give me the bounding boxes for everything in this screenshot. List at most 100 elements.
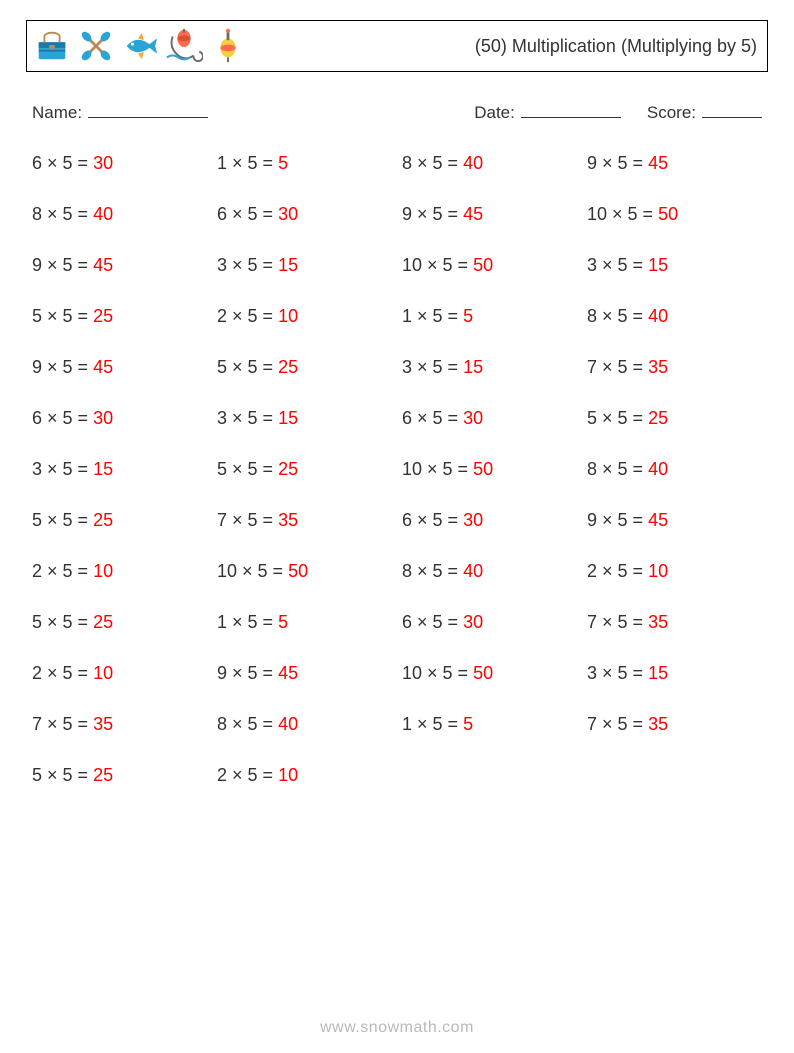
- problem-expression: 3 × 5 =: [587, 663, 648, 683]
- problem-cell: 10 × 5 = 50: [402, 255, 577, 276]
- problem-expression: 6 × 5 =: [32, 153, 93, 173]
- problem-cell: 2 × 5 = 10: [32, 561, 207, 582]
- problem-cell: 9 × 5 = 45: [587, 510, 762, 531]
- problem-expression: 6 × 5 =: [402, 510, 463, 530]
- problem-expression: 8 × 5 =: [402, 153, 463, 173]
- problem-cell: 7 × 5 = 35: [217, 510, 392, 531]
- score-label: Score:: [647, 103, 696, 123]
- problem-expression: 1 × 5 =: [217, 612, 278, 632]
- problem-answer: 35: [648, 714, 668, 734]
- problem-cell: 8 × 5 = 40: [217, 714, 392, 735]
- problem-answer: 40: [648, 459, 668, 479]
- problem-answer: 15: [278, 255, 298, 275]
- problem-cell: 6 × 5 = 30: [402, 510, 577, 531]
- date-label: Date:: [474, 103, 515, 123]
- problem-answer: 40: [463, 153, 483, 173]
- problem-answer: 15: [648, 255, 668, 275]
- tackle-box-icon: [33, 27, 71, 65]
- score-blank: [702, 100, 762, 118]
- problem-cell: 5 × 5 = 25: [587, 408, 762, 429]
- problem-expression: 10 × 5 =: [587, 204, 658, 224]
- problem-expression: 7 × 5 =: [32, 714, 93, 734]
- problem-cell: 5 × 5 = 25: [32, 765, 207, 786]
- problem-cell: 3 × 5 = 15: [402, 357, 577, 378]
- fishing-hook-icon: [165, 27, 203, 65]
- problem-cell: 5 × 5 = 25: [217, 459, 392, 480]
- problem-expression: 7 × 5 =: [587, 714, 648, 734]
- problem-expression: 3 × 5 =: [32, 459, 93, 479]
- problem-cell: [587, 765, 762, 786]
- problem-expression: 3 × 5 =: [217, 408, 278, 428]
- problem-expression: 2 × 5 =: [217, 765, 278, 785]
- problem-cell: 1 × 5 = 5: [217, 612, 392, 633]
- problem-cell: 8 × 5 = 40: [587, 306, 762, 327]
- problem-expression: 8 × 5 =: [587, 459, 648, 479]
- problem-cell: 10 × 5 = 50: [217, 561, 392, 582]
- footer-url: www.snowmath.com: [0, 1019, 794, 1037]
- problem-answer: 30: [463, 408, 483, 428]
- problem-cell: 6 × 5 = 30: [402, 408, 577, 429]
- problem-expression: 9 × 5 =: [32, 357, 93, 377]
- problem-cell: 9 × 5 = 45: [32, 357, 207, 378]
- fish-icon: [121, 27, 159, 65]
- problem-expression: 5 × 5 =: [32, 612, 93, 632]
- problem-cell: 8 × 5 = 40: [402, 153, 577, 174]
- problem-answer: 10: [93, 561, 113, 581]
- problem-cell: 7 × 5 = 35: [32, 714, 207, 735]
- problem-answer: 5: [278, 612, 288, 632]
- problem-expression: 7 × 5 =: [587, 357, 648, 377]
- problem-expression: 7 × 5 =: [587, 612, 648, 632]
- problem-answer: 25: [93, 612, 113, 632]
- problem-expression: 9 × 5 =: [402, 204, 463, 224]
- problem-cell: 6 × 5 = 30: [402, 612, 577, 633]
- problem-cell: 1 × 5 = 5: [402, 306, 577, 327]
- problem-answer: 15: [463, 357, 483, 377]
- problem-expression: 10 × 5 =: [402, 663, 473, 683]
- problem-answer: 35: [93, 714, 113, 734]
- problem-cell: 9 × 5 = 45: [402, 204, 577, 225]
- problem-answer: 50: [658, 204, 678, 224]
- problem-expression: 10 × 5 =: [402, 255, 473, 275]
- problem-answer: 5: [463, 306, 473, 326]
- problem-expression: 3 × 5 =: [217, 255, 278, 275]
- worksheet-title: (50) Multiplication (Multiplying by 5): [247, 36, 757, 57]
- problem-expression: 1 × 5 =: [217, 153, 278, 173]
- problem-cell: 1 × 5 = 5: [402, 714, 577, 735]
- problem-answer: 45: [93, 357, 113, 377]
- problem-cell: 2 × 5 = 10: [587, 561, 762, 582]
- problem-answer: 45: [648, 153, 668, 173]
- problem-cell: 7 × 5 = 35: [587, 714, 762, 735]
- problem-answer: 30: [93, 153, 113, 173]
- problem-expression: 5 × 5 =: [32, 510, 93, 530]
- problem-answer: 45: [93, 255, 113, 275]
- problem-cell: 3 × 5 = 15: [587, 255, 762, 276]
- problem-cell: 7 × 5 = 35: [587, 612, 762, 633]
- problem-answer: 5: [463, 714, 473, 734]
- problem-expression: 5 × 5 =: [217, 459, 278, 479]
- problem-answer: 25: [648, 408, 668, 428]
- bobber-icon: [209, 27, 247, 65]
- problem-answer: 25: [278, 357, 298, 377]
- problem-cell: 6 × 5 = 30: [32, 408, 207, 429]
- problem-answer: 40: [93, 204, 113, 224]
- problem-answer: 40: [648, 306, 668, 326]
- problem-expression: 5 × 5 =: [32, 765, 93, 785]
- problem-expression: 9 × 5 =: [217, 663, 278, 683]
- problem-cell: 8 × 5 = 40: [587, 459, 762, 480]
- name-field: Name:: [32, 100, 208, 123]
- problem-cell: 9 × 5 = 45: [587, 153, 762, 174]
- problem-expression: 6 × 5 =: [402, 408, 463, 428]
- worksheet-page: (50) Multiplication (Multiplying by 5) N…: [0, 0, 794, 786]
- problem-expression: 9 × 5 =: [587, 510, 648, 530]
- problem-answer: 10: [648, 561, 668, 581]
- name-label: Name:: [32, 103, 82, 123]
- problem-cell: 2 × 5 = 10: [32, 663, 207, 684]
- problem-answer: 10: [93, 663, 113, 683]
- problem-cell: 5 × 5 = 25: [32, 612, 207, 633]
- problem-expression: 2 × 5 =: [217, 306, 278, 326]
- problem-answer: 50: [473, 663, 493, 683]
- problem-cell: 5 × 5 = 25: [32, 510, 207, 531]
- problem-expression: 2 × 5 =: [32, 561, 93, 581]
- problem-expression: 1 × 5 =: [402, 714, 463, 734]
- problem-expression: 8 × 5 =: [587, 306, 648, 326]
